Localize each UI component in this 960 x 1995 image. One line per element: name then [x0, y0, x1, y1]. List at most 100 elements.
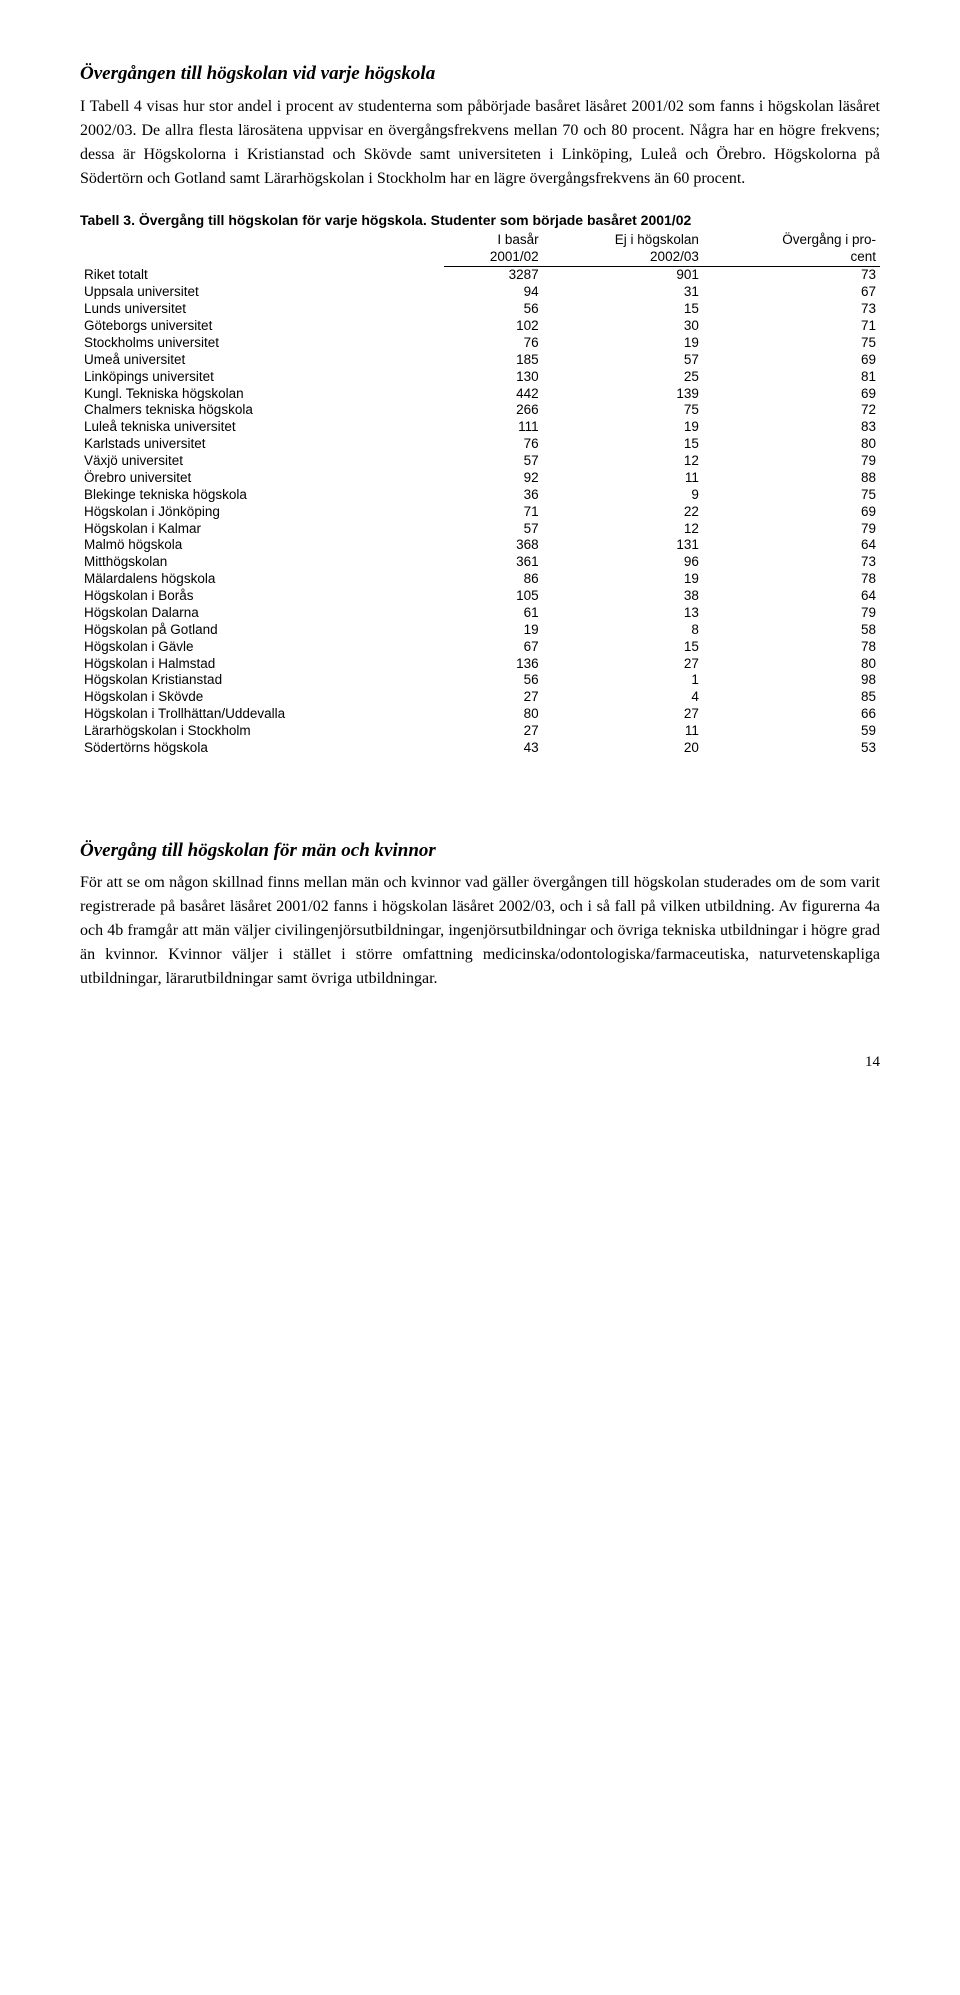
row-cell: 56 — [444, 672, 543, 689]
table-row: Umeå universitet1855769 — [80, 352, 880, 369]
table-row: Växjö universitet571279 — [80, 453, 880, 470]
table-row: Örebro universitet921188 — [80, 470, 880, 487]
table-header-col3: Övergång i pro- cent — [703, 231, 880, 267]
row-label: Högskolan i Halmstad — [80, 656, 444, 673]
row-cell: 71 — [444, 504, 543, 521]
table-row: Lunds universitet561573 — [80, 301, 880, 318]
row-cell: 64 — [703, 537, 880, 554]
row-cell: 58 — [703, 622, 880, 639]
row-cell: 15 — [543, 639, 703, 656]
row-cell: 73 — [703, 267, 880, 284]
row-cell: 79 — [703, 521, 880, 538]
row-cell: 96 — [543, 554, 703, 571]
row-label: Högskolan i Skövde — [80, 689, 444, 706]
table3-container: Tabell 3. Övergång till högskolan för va… — [80, 211, 880, 757]
row-label: Högskolan i Gävle — [80, 639, 444, 656]
table3-caption: Tabell 3. Övergång till högskolan för va… — [80, 211, 880, 229]
row-label: Riket totalt — [80, 267, 444, 284]
row-cell: 442 — [444, 386, 543, 403]
row-cell: 94 — [444, 284, 543, 301]
row-label: Stockholms universitet — [80, 335, 444, 352]
row-cell: 3287 — [444, 267, 543, 284]
row-cell: 130 — [444, 369, 543, 386]
row-cell: 131 — [543, 537, 703, 554]
row-cell: 19 — [543, 419, 703, 436]
row-cell: 73 — [703, 554, 880, 571]
table-row: Södertörns högskola432053 — [80, 740, 880, 757]
row-cell: 72 — [703, 402, 880, 419]
row-label: Södertörns högskola — [80, 740, 444, 757]
page-number: 14 — [80, 1051, 880, 1074]
row-label: Lunds universitet — [80, 301, 444, 318]
row-cell: 27 — [444, 689, 543, 706]
table-row: Chalmers tekniska högskola2667572 — [80, 402, 880, 419]
row-label: Göteborgs universitet — [80, 318, 444, 335]
row-cell: 88 — [703, 470, 880, 487]
row-cell: 43 — [444, 740, 543, 757]
table-row: Högskolan i Gävle671578 — [80, 639, 880, 656]
row-cell: 86 — [444, 571, 543, 588]
table-row: Linköpings universitet1302581 — [80, 369, 880, 386]
row-label: Luleå tekniska universitet — [80, 419, 444, 436]
table-header-col2: Ej i högskolan 2002/03 — [543, 231, 703, 267]
table-row: Högskolan på Gotland19858 — [80, 622, 880, 639]
row-label: Högskolan i Borås — [80, 588, 444, 605]
row-cell: 69 — [703, 386, 880, 403]
table-row: Högskolan Kristianstad56198 — [80, 672, 880, 689]
table-row: Malmö högskola36813164 — [80, 537, 880, 554]
row-cell: 12 — [543, 453, 703, 470]
row-cell: 79 — [703, 453, 880, 470]
row-cell: 57 — [444, 521, 543, 538]
row-cell: 38 — [543, 588, 703, 605]
row-label: Uppsala universitet — [80, 284, 444, 301]
row-cell: 9 — [543, 487, 703, 504]
table-row: Högskolan i Skövde27485 — [80, 689, 880, 706]
table-row: Luleå tekniska universitet1111983 — [80, 419, 880, 436]
row-cell: 71 — [703, 318, 880, 335]
table-row: Högskolan i Halmstad1362780 — [80, 656, 880, 673]
row-cell: 75 — [703, 335, 880, 352]
table-row: Göteborgs universitet1023071 — [80, 318, 880, 335]
row-cell: 31 — [543, 284, 703, 301]
row-cell: 80 — [444, 706, 543, 723]
table-row: Karlstads universitet761580 — [80, 436, 880, 453]
row-cell: 12 — [543, 521, 703, 538]
row-cell: 27 — [543, 706, 703, 723]
section2-para: För att se om någon skillnad finns mella… — [80, 871, 880, 991]
row-cell: 30 — [543, 318, 703, 335]
row-cell: 11 — [543, 470, 703, 487]
row-cell: 4 — [543, 689, 703, 706]
table-row: Högskolan i Borås1053864 — [80, 588, 880, 605]
row-cell: 76 — [444, 436, 543, 453]
row-label: Högskolan Kristianstad — [80, 672, 444, 689]
row-label: Mitthögskolan — [80, 554, 444, 571]
row-cell: 56 — [444, 301, 543, 318]
table-header-col1: I basår 2001/02 — [444, 231, 543, 267]
row-label: Örebro universitet — [80, 470, 444, 487]
row-label: Växjö universitet — [80, 453, 444, 470]
row-label: Malmö högskola — [80, 537, 444, 554]
table-header-empty — [80, 231, 444, 267]
row-cell: 27 — [543, 656, 703, 673]
table-row: Blekinge tekniska högskola36975 — [80, 487, 880, 504]
table-row: Högskolan i Jönköping712269 — [80, 504, 880, 521]
row-label: Lärarhögskolan i Stockholm — [80, 723, 444, 740]
table-row: Mitthögskolan3619673 — [80, 554, 880, 571]
row-cell: 139 — [543, 386, 703, 403]
row-cell: 13 — [543, 605, 703, 622]
row-cell: 57 — [444, 453, 543, 470]
row-label: Högskolan Dalarna — [80, 605, 444, 622]
row-cell: 78 — [703, 639, 880, 656]
row-label: Blekinge tekniska högskola — [80, 487, 444, 504]
row-label: Umeå universitet — [80, 352, 444, 369]
row-cell: 22 — [543, 504, 703, 521]
row-cell: 901 — [543, 267, 703, 284]
row-cell: 25 — [543, 369, 703, 386]
row-label: Högskolan i Kalmar — [80, 521, 444, 538]
row-cell: 92 — [444, 470, 543, 487]
row-cell: 19 — [543, 571, 703, 588]
row-label: Kungl. Tekniska högskolan — [80, 386, 444, 403]
row-cell: 266 — [444, 402, 543, 419]
row-cell: 79 — [703, 605, 880, 622]
row-cell: 20 — [543, 740, 703, 757]
